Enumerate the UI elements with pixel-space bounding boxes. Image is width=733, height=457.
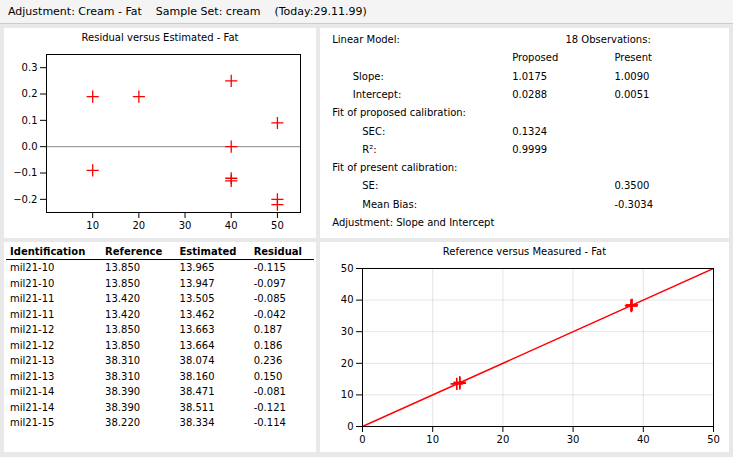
html-text:13.420: 13.420 <box>105 293 141 304</box>
svg-text:20: 20 <box>132 220 145 231</box>
html-text:mil21-12: mil21-12 <box>10 339 55 351</box>
html-text:38.310: 38.310 <box>105 355 141 366</box>
html-text:13.505: 13.505 <box>179 293 215 304</box>
html-text:38.074: 38.074 <box>179 355 215 366</box>
html-text:-0.097: -0.097 <box>253 277 286 289</box>
html-text:0.0051: 0.0051 <box>614 88 650 100</box>
html-text:-0.115: -0.115 <box>253 262 286 273</box>
html-text:38.390: 38.390 <box>105 386 141 397</box>
html-text:Slope:: Slope: <box>352 70 384 82</box>
html-text:Estimated: Estimated <box>179 246 237 257</box>
html-text:38.511: 38.511 <box>179 401 215 413</box>
html-text:Reference: Reference <box>105 246 163 257</box>
html-text:Identification: Identification <box>10 246 86 257</box>
html-text:13.947: 13.947 <box>179 277 215 289</box>
svg-text:0.1: 0.1 <box>22 115 38 126</box>
svg-text:50: 50 <box>341 263 354 274</box>
html-text:mil21-10: mil21-10 <box>10 277 55 289</box>
html-text:13.420: 13.420 <box>105 308 141 320</box>
html-text:38.471: 38.471 <box>179 386 215 397</box>
svg-text:10: 10 <box>426 434 439 445</box>
html-text:Adjustment: Slope and Intercep: Adjustment: Slope and Intercept <box>332 217 495 228</box>
html-text:Residual: Residual <box>253 246 302 257</box>
html-text:1.0175: 1.0175 <box>512 70 548 82</box>
html-text:Intercept:: Intercept: <box>352 88 402 100</box>
html-text:mil21-14: mil21-14 <box>10 386 55 397</box>
svg-text:40: 40 <box>341 294 354 305</box>
html-text:0.150: 0.150 <box>253 370 283 382</box>
html-text:13.965: 13.965 <box>179 262 215 273</box>
html-text:mil21-13: mil21-13 <box>10 355 55 366</box>
html-text:Reference versus Measured - Fa: Reference versus Measured - Fat <box>442 246 607 257</box>
html-text:0.9999: 0.9999 <box>512 143 548 155</box>
html-text:R²:: R²: <box>352 143 377 155</box>
svg-text:0: 0 <box>347 421 353 432</box>
svg-text:30: 30 <box>567 434 580 445</box>
html-text:0.1324: 0.1324 <box>512 125 548 137</box>
html-text:1.0090: 1.0090 <box>614 70 650 82</box>
html-text:38.310: 38.310 <box>105 370 141 382</box>
html-text:-0.121: -0.121 <box>253 401 286 413</box>
html-text:mil21-13: mil21-13 <box>10 370 55 382</box>
svg-text:20: 20 <box>341 358 354 369</box>
html-text:38.220: 38.220 <box>105 417 141 428</box>
svg-text:50: 50 <box>707 434 720 445</box>
svg-text:30: 30 <box>341 326 354 337</box>
svg-text:−0.2: −0.2 <box>13 194 37 205</box>
html-text:13.850: 13.850 <box>105 324 141 335</box>
html-text:13.850: 13.850 <box>105 277 141 289</box>
html-text:0.236: 0.236 <box>253 355 283 366</box>
html-text:mil21-11: mil21-11 <box>10 308 55 320</box>
html-text:Present: Present <box>614 52 652 64</box>
svg-text:30: 30 <box>179 220 192 231</box>
html-text:13.462: 13.462 <box>179 308 215 320</box>
html-text:38.334: 38.334 <box>179 417 215 428</box>
svg-text:20: 20 <box>497 434 510 445</box>
html-text:-0.114: -0.114 <box>253 417 286 428</box>
html-text:-0.085: -0.085 <box>253 293 286 304</box>
html-text:Adjustment: Cream - Fat Sample: Adjustment: Cream - Fat Sample Set: crea… <box>8 5 367 18</box>
html-text:mil21-14: mil21-14 <box>10 401 55 413</box>
svg-text:0.2: 0.2 <box>22 88 38 99</box>
html-text:Mean Bias:: Mean Bias: <box>352 198 417 210</box>
html-text:mil21-11: mil21-11 <box>10 293 55 304</box>
svg-text:40: 40 <box>225 220 238 231</box>
html-text:-0.3034: -0.3034 <box>614 198 654 210</box>
html-text:13.850: 13.850 <box>105 339 141 351</box>
html-text:Proposed: Proposed <box>512 52 559 64</box>
html-text:13.664: 13.664 <box>179 339 215 351</box>
html-text:0.187: 0.187 <box>253 324 283 335</box>
svg-text:40: 40 <box>637 434 650 445</box>
html-text:13.663: 13.663 <box>179 324 215 335</box>
html-text:13.850: 13.850 <box>105 262 141 273</box>
html-text:38.390: 38.390 <box>105 401 141 413</box>
html-text:Fit of present calibration:: Fit of present calibration: <box>332 162 458 174</box>
svg-text:0: 0 <box>359 434 365 445</box>
svg-text:0.3: 0.3 <box>22 62 38 73</box>
svg-text:10: 10 <box>341 389 354 400</box>
html-text:-0.042: -0.042 <box>253 308 286 320</box>
html-text:Residual versus Estimated - Fa: Residual versus Estimated - Fat <box>81 32 239 43</box>
html-text:38.160: 38.160 <box>179 370 215 382</box>
html-text:Fit of proposed calibration:: Fit of proposed calibration: <box>332 107 466 119</box>
html-text:mil21-12: mil21-12 <box>10 324 55 335</box>
svg-text:50: 50 <box>271 220 284 231</box>
html-text:0.0288: 0.0288 <box>512 88 548 100</box>
html-text:mil21-10: mil21-10 <box>10 262 55 273</box>
svg-text:−0.1: −0.1 <box>13 167 37 178</box>
html-text:SEC:: SEC: <box>352 125 386 137</box>
html-text:SE:: SE: <box>352 180 379 192</box>
html-text:-0.081: -0.081 <box>253 386 286 397</box>
html-text:18 Observations:: 18 Observations: <box>565 34 651 45</box>
html-text:0.186: 0.186 <box>253 339 283 351</box>
html-text:Linear Model:: Linear Model: <box>332 34 400 45</box>
svg-text:0.0: 0.0 <box>22 141 38 152</box>
svg-text:10: 10 <box>86 220 99 231</box>
html-text:0.3500: 0.3500 <box>614 180 650 192</box>
html-text:mil21-15: mil21-15 <box>10 417 55 428</box>
